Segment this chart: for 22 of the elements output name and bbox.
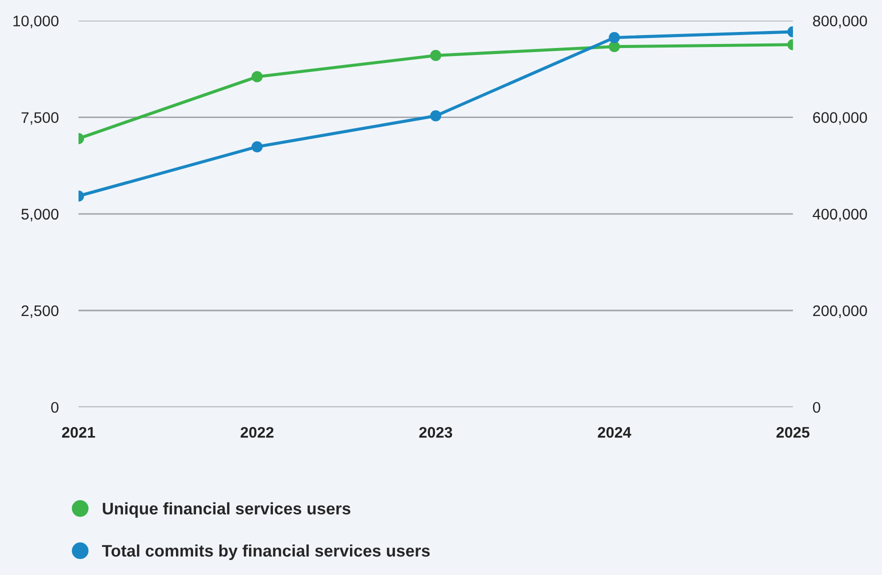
legend-label: Unique financial services users	[102, 502, 350, 518]
y2-tick-label: 600,000	[813, 112, 867, 125]
point	[252, 71, 263, 82]
point	[608, 32, 620, 44]
y2-tick-label: 400,000	[812, 208, 867, 222]
legend-label: Total commits by financial services users	[102, 544, 430, 560]
point	[252, 141, 263, 152]
y-tick-label: 2,500	[22, 305, 58, 318]
x-tick-label: 2025	[776, 426, 810, 438]
point	[430, 50, 442, 62]
y-tick-label: 10,000	[13, 16, 58, 28]
y-tick-label: 7,500	[22, 112, 58, 125]
x-tick-label: 2023	[419, 426, 452, 438]
point	[430, 110, 442, 122]
x-tick-label: 2022	[240, 426, 274, 438]
y2-tick-label: 0	[812, 402, 820, 413]
y2-tick-label: 800,000	[813, 16, 867, 28]
y2-tick-label: 200,000	[813, 305, 867, 318]
x-tick-label: 2024	[598, 426, 632, 438]
y-tick-label: 0	[51, 402, 58, 413]
x-tick-label: 2021	[62, 426, 96, 438]
y-tick-label: 5,000	[21, 208, 58, 222]
